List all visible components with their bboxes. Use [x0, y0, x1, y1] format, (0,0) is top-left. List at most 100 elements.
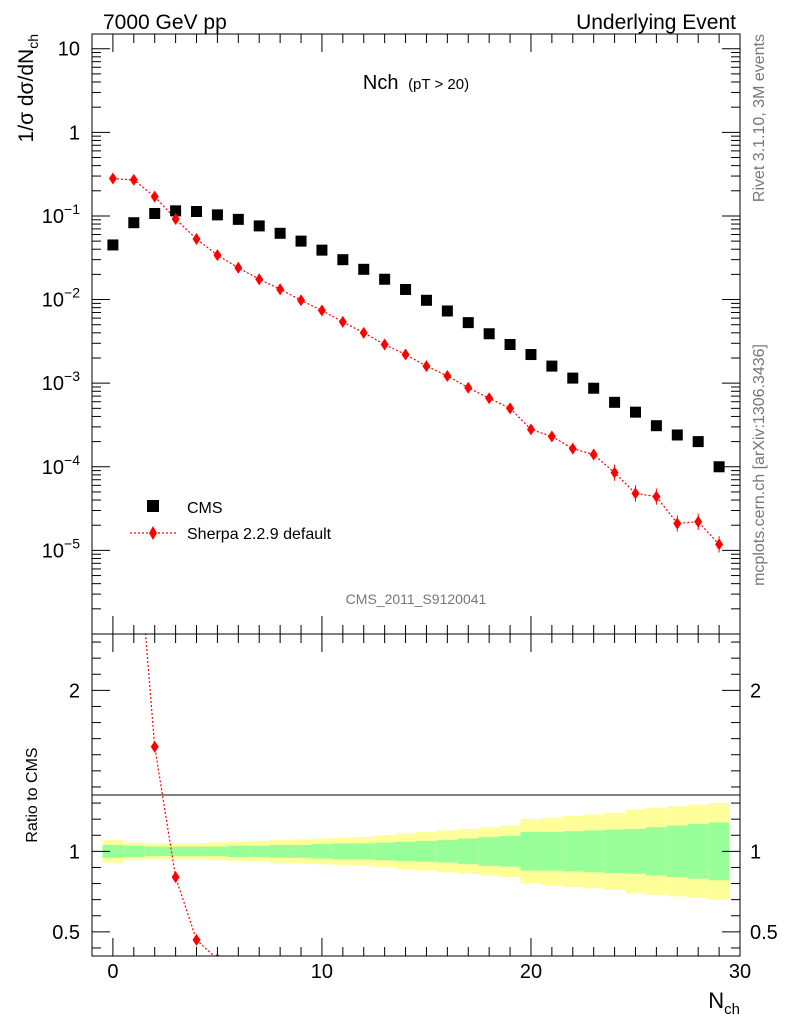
ratio-data-points: [144, 634, 220, 956]
ratio-y-tick-label-left: 0.5: [52, 922, 80, 944]
analysis-id: CMS_2011_S9120041: [346, 591, 487, 607]
mc-point: [192, 232, 201, 245]
cms-point: [567, 372, 579, 384]
ratio-band-inner: [645, 827, 667, 876]
mc-point: [150, 190, 159, 203]
cms-point: [358, 263, 370, 275]
cms-point: [713, 461, 725, 473]
cms-point: [107, 239, 119, 251]
ratio-band-inner: [395, 841, 416, 862]
ratio-band-inner: [708, 822, 730, 881]
x-tick-label: 30: [729, 961, 751, 983]
ratio-y-tick-label-left: 1: [69, 841, 80, 863]
ratio-mc-line: [144, 634, 215, 956]
ratio-band-inner: [165, 846, 187, 857]
cms-point: [149, 207, 161, 219]
main-y-tick-label: 10−3: [42, 368, 80, 395]
main-y-tick-label: 10: [58, 39, 80, 61]
mc-point: [297, 294, 306, 307]
mc-point: [108, 172, 117, 185]
legend-cms-label: CMS: [187, 500, 223, 517]
ratio-band-inner: [583, 830, 605, 873]
main-y-tick-label: 10−2: [42, 285, 80, 312]
cms-point: [671, 429, 683, 441]
mc-point: [401, 348, 410, 361]
mc-point: [610, 466, 619, 479]
mc-point: [213, 249, 222, 262]
ratio-band-inner: [374, 842, 396, 861]
ratio-band-inner: [541, 832, 563, 871]
ratio-ticks: [92, 634, 741, 956]
x-tick-label: 20: [520, 961, 542, 983]
ratio-band-inner: [687, 823, 709, 879]
ratio-band-inner: [102, 844, 124, 858]
mc-line: [112, 178, 720, 545]
mc-point: [694, 515, 703, 528]
legend-sherpa-label: Sherpa 2.2.9 default: [187, 526, 332, 543]
ratio-band-inner: [123, 845, 145, 857]
ratio-y-tick-label-left: 2: [69, 680, 80, 702]
legend-cms-marker: [147, 500, 159, 512]
mc-point: [234, 261, 243, 274]
main-y-tick-exp: −1: [64, 201, 80, 217]
main-y-tick-base: 10: [58, 39, 80, 61]
ratio-y-axis-label: Ratio to CMS: [24, 747, 41, 842]
mc-point: [255, 273, 264, 286]
ratio-band-inner: [625, 828, 646, 874]
ratio-panel: 0.5 0.5 1 1 2 2 0 10 20 30 Ratio to CMS Nch: [24, 633, 778, 1018]
ratio-band-inner: [332, 843, 354, 860]
main-y-tick-label: 1: [69, 122, 80, 144]
mc-point: [464, 381, 473, 394]
mc-point: [506, 402, 515, 415]
mc-point: [443, 369, 452, 382]
ratio-band-inner: [144, 846, 166, 857]
cms-point: [692, 436, 704, 448]
ratio-y-tick-label-right: 1: [750, 841, 761, 863]
header-left: 7000 GeV pp: [103, 11, 227, 34]
plot-title-sub: (pT > 20): [408, 76, 469, 93]
mc-point: [652, 490, 661, 503]
mc-point: [276, 283, 285, 296]
ratio-band-inner: [666, 825, 688, 878]
ratio-band-inner: [269, 844, 291, 858]
mc-point: [526, 423, 535, 436]
cms-point: [295, 235, 307, 247]
cms-point: [128, 217, 140, 229]
main-y-tick-label: 10−5: [42, 535, 80, 562]
ratio-band-inner: [416, 840, 437, 862]
main-y-tick-base: 10: [42, 290, 64, 312]
rivet-version-label: Rivet 3.1.10, 3M events: [751, 34, 768, 202]
mc-point: [422, 360, 431, 373]
plot-title: Nch (pT > 20): [363, 72, 469, 94]
mc-point: [485, 392, 494, 405]
cms-point: [274, 227, 286, 239]
ratio-mc-point: [192, 933, 201, 946]
x-tick-labels: 0 10 20 30: [107, 961, 751, 983]
main-y-tick-exp: −5: [64, 535, 80, 551]
ratio-band-inner: [227, 845, 249, 857]
legend-sherpa-marker: [149, 526, 157, 540]
main-y-tick-base: 10: [42, 373, 64, 395]
cms-point: [379, 273, 391, 285]
ratio-band-inner: [248, 845, 270, 857]
cms-point: [525, 349, 537, 361]
main-y-tick-base: 10: [42, 206, 64, 228]
ratio-mc-point: [150, 740, 159, 753]
main-y-tick-base: 10: [42, 457, 64, 479]
ratio-band-inner: [520, 832, 542, 871]
cms-point: [337, 254, 349, 266]
cms-point: [253, 220, 265, 232]
plot-title-main: Nch: [363, 72, 399, 94]
cms-point: [609, 396, 621, 408]
main-y-tick-label: 10−4: [42, 452, 80, 479]
main-y-tick-base: 1: [69, 122, 80, 144]
ratio-y-tick-label-right: 2: [750, 680, 761, 702]
mc-point: [673, 517, 682, 530]
main-y-tick-label: 10−1: [42, 201, 80, 228]
ratio-clipped-group: [144, 634, 220, 956]
cms-point: [400, 283, 412, 295]
cms-point: [420, 294, 432, 306]
